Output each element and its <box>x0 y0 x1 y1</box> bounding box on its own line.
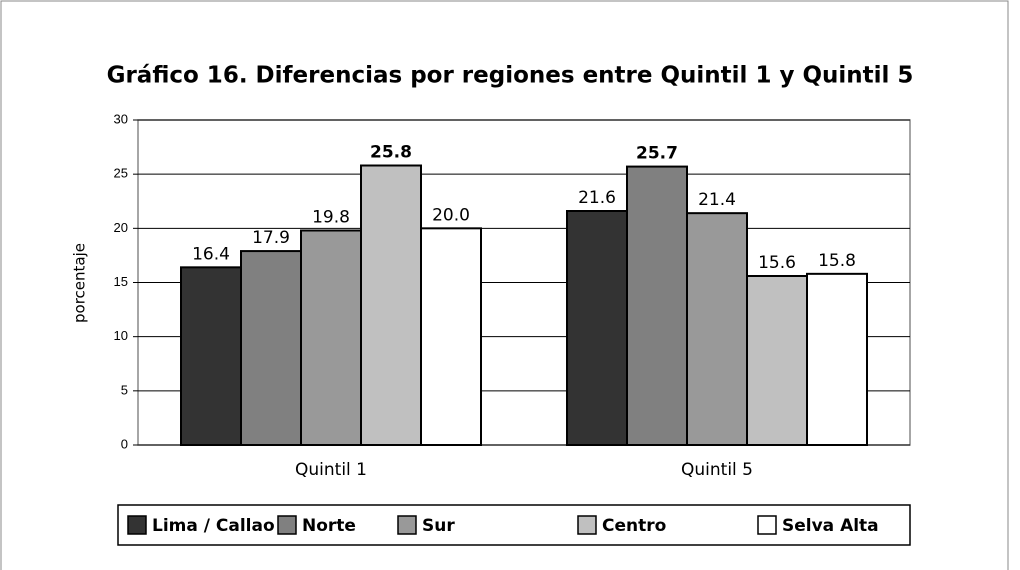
y-tick-label: 15 <box>114 274 128 289</box>
bar <box>626 165 688 446</box>
legend-label: Norte <box>302 516 356 536</box>
x-tick-label: Quintil 1 <box>295 460 367 480</box>
data-label: 20.0 <box>432 205 470 225</box>
legend-label: Lima / Callao <box>152 516 275 536</box>
bar <box>686 212 748 446</box>
data-label: 25.8 <box>370 143 412 163</box>
bar <box>420 227 482 446</box>
legend-box <box>117 504 911 546</box>
data-label: 17.9 <box>252 228 290 248</box>
data-label: 25.7 <box>636 144 678 164</box>
legend-swatch <box>577 515 597 535</box>
y-tick-label: 25 <box>114 166 128 181</box>
x-tick-label: Quintil 5 <box>681 460 753 480</box>
data-label: 21.6 <box>578 188 616 208</box>
bar <box>746 275 808 446</box>
y-axis-label: porcentaje <box>71 243 89 323</box>
data-label: 15.8 <box>818 251 856 271</box>
legend-swatch <box>397 515 417 535</box>
data-label: 19.8 <box>312 208 350 228</box>
y-tick-label: 10 <box>114 328 128 343</box>
bar <box>806 272 868 447</box>
y-tick-label: 0 <box>121 436 128 451</box>
legend-label: Centro <box>602 516 666 536</box>
data-label: 16.4 <box>192 244 230 264</box>
legend-swatch <box>757 515 777 535</box>
bar <box>240 250 302 446</box>
data-label: 21.4 <box>698 190 736 210</box>
bar <box>300 229 362 446</box>
legend-label: Selva Alta <box>782 516 879 536</box>
y-tick-label: 5 <box>121 382 128 397</box>
chart-title: Gráfico 16. Diferencias por regiones ent… <box>107 63 914 89</box>
data-label: 15.6 <box>758 253 796 273</box>
y-tick-label: 20 <box>114 220 128 235</box>
legend-label: Sur <box>422 516 455 536</box>
bar <box>180 266 242 447</box>
bar <box>566 210 628 446</box>
y-tick-label: 30 <box>114 111 128 126</box>
legend-swatch <box>277 515 297 535</box>
legend-swatch <box>127 515 147 535</box>
bar <box>360 164 422 446</box>
